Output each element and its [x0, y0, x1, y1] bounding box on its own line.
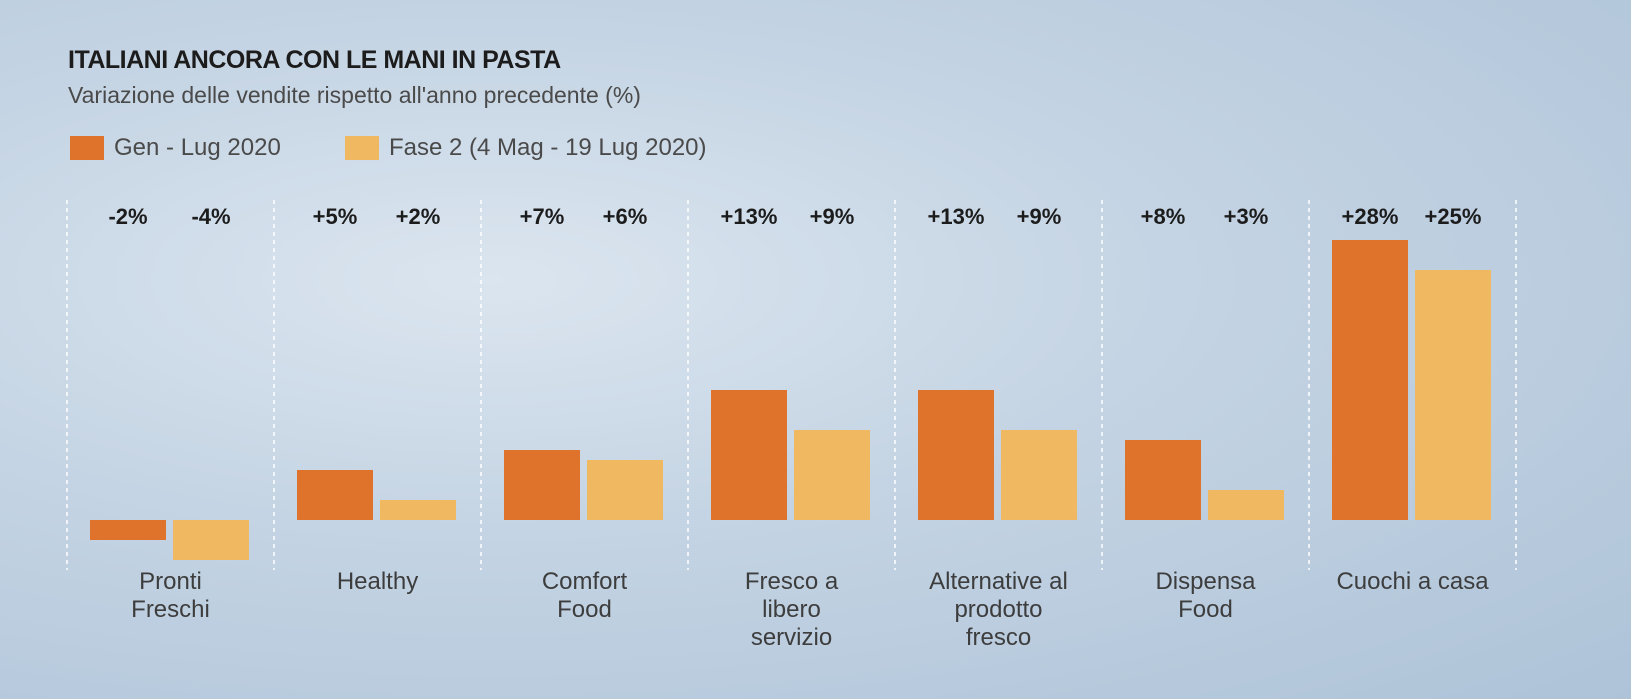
bar: [1001, 430, 1077, 520]
category-label: Healthy: [336, 568, 419, 595]
chart-title: ITALIANI ANCORA CON LE MANI IN PASTA: [68, 46, 561, 74]
bar: [504, 450, 580, 520]
data-label: +9%: [1017, 204, 1062, 229]
bar: [711, 390, 787, 520]
legend-swatch-yellow: [345, 136, 379, 160]
data-label: +28%: [1342, 204, 1399, 229]
category-label: Dispensa Food: [1155, 568, 1256, 623]
legend-item-gen-lug: Gen - Lug 2020: [70, 134, 281, 162]
bar: [794, 430, 870, 520]
data-label: +13%: [721, 204, 778, 229]
chart-subtitle: Variazione delle vendite rispetto all'an…: [68, 82, 641, 108]
category-label: Cuochi a casa: [1336, 568, 1489, 595]
data-label: +7%: [520, 204, 565, 229]
data-label: +13%: [928, 204, 985, 229]
legend-swatch-orange: [70, 136, 104, 160]
category-label: Alternative al prodotto fresco: [929, 568, 1068, 651]
legend-label: Gen - Lug 2020: [114, 134, 281, 161]
bar: [1415, 270, 1491, 520]
legend-label: Fase 2 (4 Mag - 19 Lug 2020): [389, 134, 707, 161]
data-label: +9%: [810, 204, 855, 229]
data-label: +3%: [1224, 204, 1269, 229]
category-label: Fresco a libero servizio: [744, 568, 839, 651]
data-label: +6%: [603, 204, 648, 229]
data-label: +5%: [313, 204, 358, 229]
bar: [297, 470, 373, 520]
bar: [1125, 440, 1201, 520]
bar: [90, 520, 166, 540]
bar: [587, 460, 663, 520]
data-label: +25%: [1425, 204, 1482, 229]
category-label: Comfort Food: [541, 568, 628, 623]
bar: [173, 520, 249, 560]
legend-item-fase-2: Fase 2 (4 Mag - 19 Lug 2020): [345, 134, 707, 162]
bar: [380, 500, 456, 520]
category-label: Pronti Freschi: [131, 568, 210, 623]
data-label: +2%: [396, 204, 441, 229]
data-label: -2%: [108, 204, 147, 229]
data-label: -4%: [191, 204, 230, 229]
data-label: +8%: [1141, 204, 1186, 229]
bar: [1208, 490, 1284, 520]
bar: [918, 390, 994, 520]
bar: [1332, 240, 1408, 520]
